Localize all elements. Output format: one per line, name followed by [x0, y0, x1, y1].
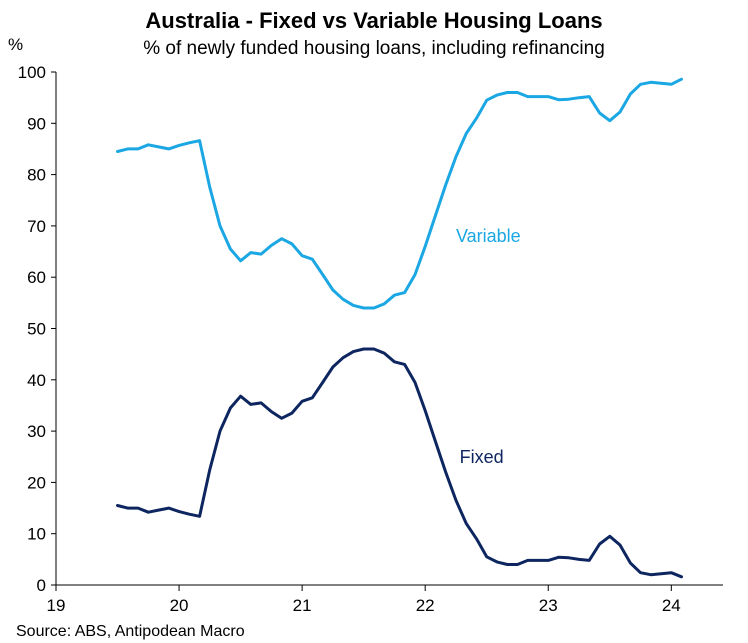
x-tick-label: 20 — [170, 596, 189, 615]
y-tick-label: 60 — [27, 268, 46, 287]
y-tick-label: 80 — [27, 166, 46, 185]
chart-axes: 0 10 20 30 40 50 60 70 80 90 100% 19 20 21 22 23 24 — [8, 35, 723, 615]
source-note: Source: ABS, Antipodean Macro — [16, 623, 245, 640]
y-tick-label: 90 — [27, 114, 46, 133]
y-tick-label: 20 — [27, 473, 46, 492]
series-line-variable — [116, 77, 683, 310]
x-tick-label: 19 — [47, 596, 66, 615]
chart-series — [116, 77, 683, 579]
series-label-fixed: Fixed — [460, 447, 504, 467]
x-tick-label: 21 — [293, 596, 312, 615]
y-tick-label: 70 — [27, 217, 46, 236]
x-tick-label: 23 — [539, 596, 558, 615]
y-tick-label: 50 — [27, 320, 46, 339]
y-tick-label: 0 — [37, 576, 46, 595]
x-tick-label: 22 — [416, 596, 435, 615]
y-axis-label: % — [8, 35, 23, 54]
chart-labels: Variable Fixed — [456, 226, 521, 467]
y-tick-label: 40 — [27, 371, 46, 390]
x-tick-label: 24 — [662, 596, 681, 615]
series-line-fixed — [116, 347, 683, 579]
chart-subtitle: % of newly funded housing loans, includi… — [143, 38, 605, 59]
y-tick-label: 10 — [27, 525, 46, 544]
y-tick-label: 30 — [27, 422, 46, 441]
y-tick-label: 100 — [18, 63, 46, 82]
series-label-variable: Variable — [456, 226, 521, 246]
chart-title: Australia - Fixed vs Variable Housing Lo… — [145, 8, 603, 33]
